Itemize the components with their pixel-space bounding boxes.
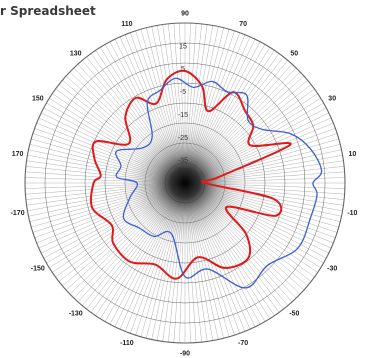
angle-tick-label: -50 xyxy=(289,311,299,318)
radial-tick-labels: 15 5 -5 -15 -25 -35 xyxy=(178,43,188,164)
angle-tick-label: 10 xyxy=(349,151,357,158)
angle-tick-label: 50 xyxy=(290,50,298,57)
angle-tick-label: -150 xyxy=(31,266,45,273)
angle-tick-label: 70 xyxy=(239,21,247,28)
angle-tick-label: -170 xyxy=(11,210,25,217)
radial-tick-label: -35 xyxy=(178,158,188,165)
angle-tick-label: -70 xyxy=(238,340,248,347)
series-layer xyxy=(89,69,323,289)
angle-tick-label: -10 xyxy=(347,210,357,217)
angle-tick-label: 170 xyxy=(12,151,24,158)
angle-tick-label: -90 xyxy=(180,351,190,358)
radial-tick-label: -25 xyxy=(178,135,188,142)
radial-tick-label: -5 xyxy=(180,89,186,96)
center-shading xyxy=(113,111,257,255)
angle-tick-label: 110 xyxy=(121,21,132,28)
page-title: r Spreadsheet xyxy=(0,4,96,18)
radial-tick-label: 15 xyxy=(179,43,187,50)
angle-tick-label: -130 xyxy=(69,311,83,318)
radial-tick-label: -15 xyxy=(178,112,188,119)
series-blue-line xyxy=(115,77,323,289)
angle-tick-label: -110 xyxy=(120,340,134,347)
angle-tick-label: 30 xyxy=(328,96,336,103)
series-red-line xyxy=(89,69,292,280)
angle-tick-label: -30 xyxy=(327,266,337,273)
angle-tick-label: 90 xyxy=(181,11,189,18)
angle-tick-label: 150 xyxy=(32,96,44,103)
angle-tick-label: 130 xyxy=(70,50,82,57)
radial-tick-label: 5 xyxy=(181,66,185,73)
angle-tick-labels: 90 70 50 30 10 -10 -30 -50 -70 -90 -110 -130 -150 -17… xyxy=(11,11,358,358)
